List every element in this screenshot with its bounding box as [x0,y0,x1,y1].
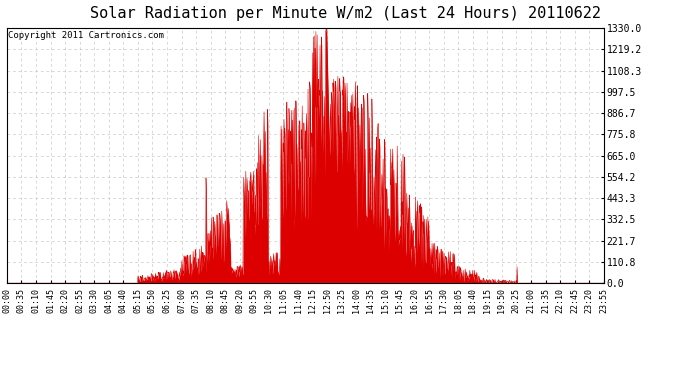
Text: Solar Radiation per Minute W/m2 (Last 24 Hours) 20110622: Solar Radiation per Minute W/m2 (Last 24… [90,6,600,21]
Text: Copyright 2011 Cartronics.com: Copyright 2011 Cartronics.com [8,31,164,40]
